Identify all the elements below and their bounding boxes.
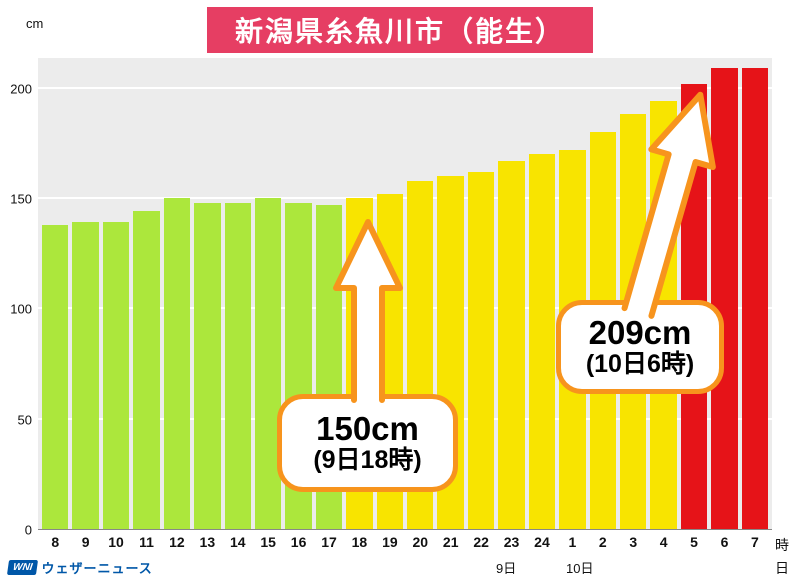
bar-hour-22 [467,171,495,529]
gridline [38,307,772,310]
logo-text: ウェザーニュース [41,561,153,576]
bar-hour-14 [224,202,251,529]
bar-hour-13 [194,202,221,529]
x-tick-label: 5 [690,534,698,550]
x-tick-label: 10 [108,534,124,550]
bar-hour-24 [528,154,556,529]
x-tick-label: 12 [169,534,185,550]
bar-hour-9 [72,222,99,529]
bar-hour-23 [498,160,525,529]
annotation-time: (9日18時) [313,446,422,475]
x-tick-label: 13 [199,534,216,550]
bar-hour-10 [102,222,130,529]
bar-hour-15 [254,198,282,529]
annotation-time: (10日6時) [585,350,695,379]
gridline [38,86,772,89]
day-label-10: 10日 [566,561,594,576]
x-tick-label: 3 [629,534,638,550]
x-tick-label: 2 [598,534,607,550]
bar-hour-6 [711,68,738,529]
annotation-callout-150cm: 150cm (9日18時) [277,394,458,492]
up-arrow-icon [601,79,738,323]
weathernews-logo: WNI ウェザーニュース [6,558,153,577]
x-tick-label: 22 [473,534,489,550]
chart-title-banner: 新潟県糸魚川市（能生） [206,7,594,53]
bar-hour-8 [42,224,69,529]
y-tick-label: 50 [17,412,32,428]
x-tick-label: 18 [351,534,368,550]
y-tick-label: 0 [24,522,32,538]
annotation-value: 209cm [588,314,692,352]
x-tick-label: 6 [720,534,729,550]
x-tick-label: 21 [442,534,459,550]
x-tick-label: 17 [321,534,337,550]
gridline [38,197,772,200]
y-tick-label: 150 [10,191,32,207]
bar-hour-7 [741,68,769,529]
annotation-value: 150cm [316,410,419,448]
y-axis-unit-label: cm [26,16,44,31]
x-tick-label: 20 [412,534,429,550]
y-tick-label: 100 [10,301,32,317]
bar-hour-12 [163,198,191,529]
x-tick-label: 14 [229,534,246,550]
x-tick-label: 1 [568,534,577,550]
x-tick-label: 23 [503,534,520,550]
x-tick-label: 9 [81,534,90,550]
bar-hour-11 [133,211,160,529]
x-tick-label: 15 [260,534,276,550]
x-tick-label: 4 [659,534,668,550]
x-tick-label: 8 [51,534,60,550]
x-tick-label: 11 [139,534,154,550]
x-tick-label: 19 [382,534,398,550]
x-axis-labels: 8 9 10 11 12 13 14 15 16 17 18 19 20 21 22 23 24 1 2 3 4 5 6 7 [38,534,772,550]
x-axis-hour-unit: 時 [775,537,789,553]
x-axis-day-unit: 日 [775,560,789,576]
y-tick-label: 200 [10,81,32,97]
day-label-9: 9日 [496,561,517,576]
x-tick-label: 16 [290,534,307,550]
annotation-callout-209cm: 209cm (10日6時) [556,300,724,394]
x-tick-label: 7 [751,534,759,550]
up-arrow-icon [330,216,406,403]
x-tick-label: 24 [534,534,550,550]
wni-logo-icon: WNI [6,560,39,575]
